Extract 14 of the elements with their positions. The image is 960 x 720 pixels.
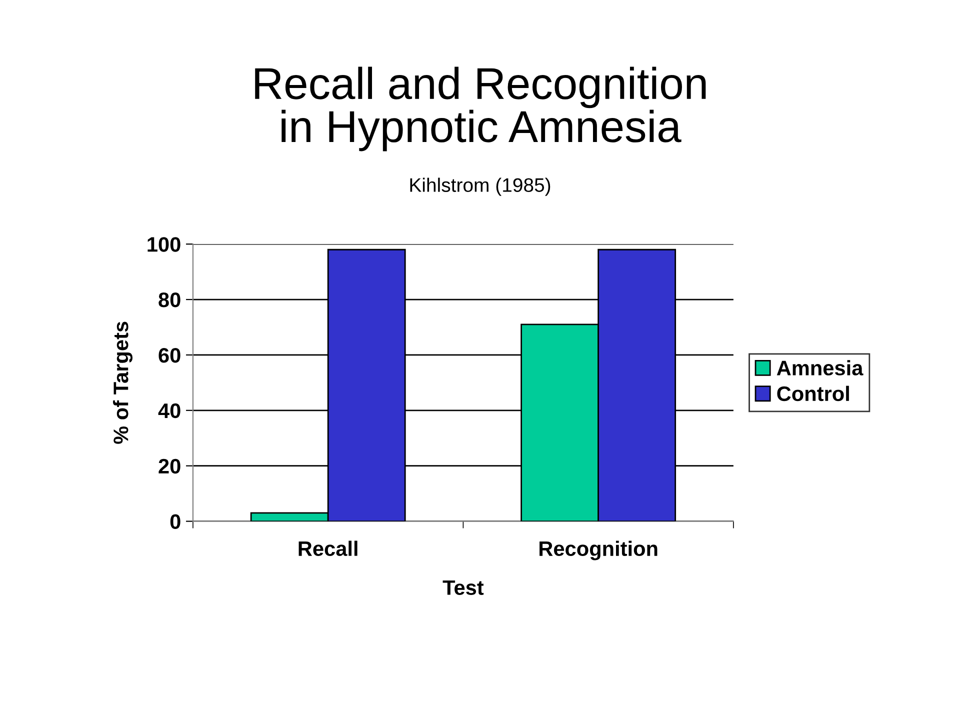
y-tick-label: 100 <box>148 237 180 252</box>
x-tick-label: Recognition <box>540 540 658 560</box>
y-tick-label: 40 <box>158 403 180 418</box>
chart-subtitle: Kihlstrom (1985) <box>410 178 550 196</box>
y-tick-label: 0 <box>170 514 180 530</box>
y-tick-label: 20 <box>158 458 180 474</box>
x-axis-title: Test <box>442 580 484 595</box>
legend-label: Control <box>777 386 849 402</box>
x-tick-label: Recall <box>298 540 358 556</box>
y-tick-label: 60 <box>158 348 180 363</box>
legend-label: Amnesia <box>776 360 864 376</box>
y-axis-title: % of Targets <box>113 322 133 444</box>
y-tick-label: 80 <box>158 292 180 308</box>
chart-title: Recall and Recognition in Hypnotic Amnesia <box>255 66 706 152</box>
